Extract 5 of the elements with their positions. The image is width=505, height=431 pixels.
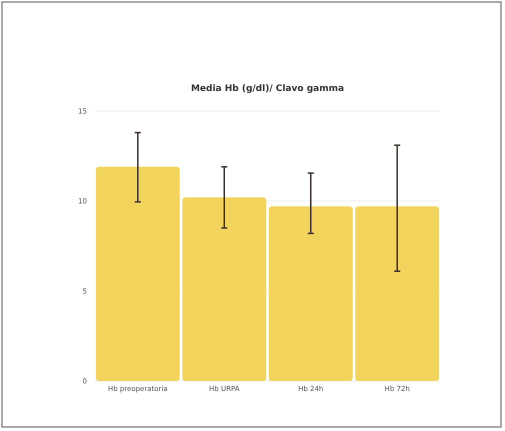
chart-title: Media Hb (g/dl)/ Clavo gamma: [190, 84, 344, 94]
bar: [96, 166, 180, 381]
bar: [182, 197, 266, 381]
bar: [355, 206, 440, 381]
bar: [268, 206, 353, 381]
